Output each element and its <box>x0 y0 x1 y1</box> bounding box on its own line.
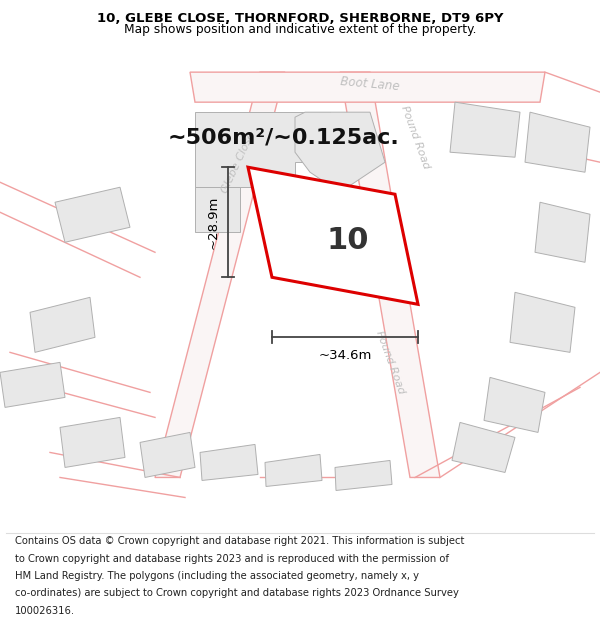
Text: to Crown copyright and database rights 2023 and is reproduced with the permissio: to Crown copyright and database rights 2… <box>15 554 449 564</box>
Polygon shape <box>190 72 545 102</box>
Polygon shape <box>140 432 195 478</box>
Text: Pound Road: Pound Road <box>374 329 406 396</box>
Polygon shape <box>195 188 240 232</box>
Text: HM Land Registry. The polygons (including the associated geometry, namely x, y: HM Land Registry. The polygons (includin… <box>15 571 419 581</box>
Polygon shape <box>535 202 590 262</box>
Text: Map shows position and indicative extent of the property.: Map shows position and indicative extent… <box>124 23 476 36</box>
Text: ~34.6m: ~34.6m <box>319 349 371 362</box>
Polygon shape <box>335 461 392 491</box>
Polygon shape <box>452 422 515 472</box>
Polygon shape <box>265 454 322 486</box>
Text: 10: 10 <box>327 226 370 255</box>
Polygon shape <box>525 112 590 173</box>
Polygon shape <box>200 444 258 481</box>
Text: Contains OS data © Crown copyright and database right 2021. This information is : Contains OS data © Crown copyright and d… <box>15 536 464 546</box>
Text: 100026316.: 100026316. <box>15 606 75 616</box>
Text: Boot Lane: Boot Lane <box>340 75 400 93</box>
Polygon shape <box>295 112 385 192</box>
Polygon shape <box>484 378 545 432</box>
Polygon shape <box>195 112 330 188</box>
Polygon shape <box>30 298 95 352</box>
Polygon shape <box>290 202 340 258</box>
Polygon shape <box>450 102 520 158</box>
Polygon shape <box>55 188 130 242</box>
Polygon shape <box>248 168 418 304</box>
Text: co-ordinates) are subject to Crown copyright and database rights 2023 Ordnance S: co-ordinates) are subject to Crown copyr… <box>15 588 459 598</box>
Text: Pound Road: Pound Road <box>399 104 431 170</box>
Polygon shape <box>0 362 65 408</box>
Polygon shape <box>60 418 125 468</box>
Polygon shape <box>340 72 440 478</box>
Text: 10, GLEBE CLOSE, THORNFORD, SHERBORNE, DT9 6PY: 10, GLEBE CLOSE, THORNFORD, SHERBORNE, D… <box>97 12 503 25</box>
Text: Glebe Close: Glebe Close <box>220 130 257 194</box>
Text: ~28.9m: ~28.9m <box>207 196 220 249</box>
Text: ~506m²/~0.125ac.: ~506m²/~0.125ac. <box>168 127 400 148</box>
Polygon shape <box>510 292 575 352</box>
Polygon shape <box>155 72 285 478</box>
